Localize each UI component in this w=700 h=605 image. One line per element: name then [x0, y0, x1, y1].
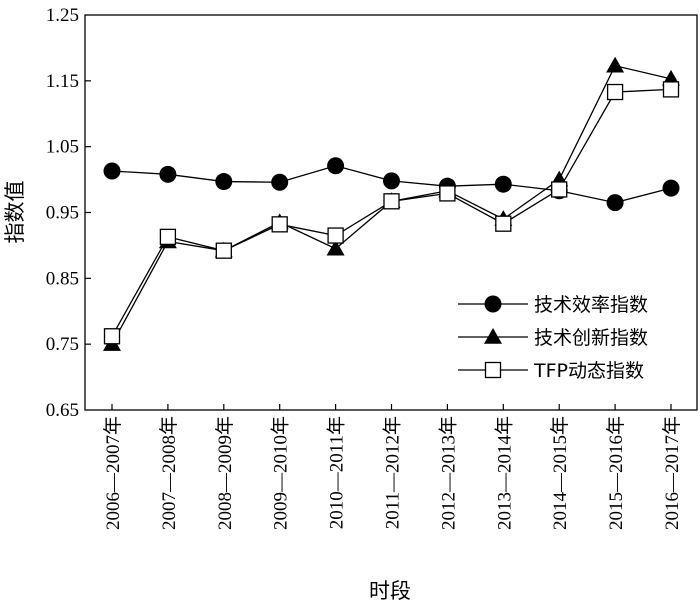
x-tick-label: 2012—2013年	[437, 416, 459, 530]
data-point-square	[484, 361, 502, 379]
data-point-square	[662, 81, 680, 98]
x-tick-label: 2007—2008年	[158, 416, 180, 530]
data-point-square	[327, 227, 344, 244]
data-point-circle	[662, 179, 680, 197]
data-point-circle	[271, 173, 289, 191]
x-tick-label: 2013—2014年	[493, 416, 515, 530]
data-point-circle	[383, 172, 400, 190]
data-point-circle	[327, 157, 345, 175]
y-tick-label: 0.75	[46, 334, 79, 355]
data-point-triangle	[606, 56, 625, 73]
legend-item: 技术创新指数	[458, 327, 648, 349]
x-tick-label: 2015—2016年	[605, 416, 627, 530]
y-tick-label: 1.15	[46, 71, 79, 92]
data-point-square	[383, 193, 400, 210]
y-tick-label: 0.65	[46, 400, 79, 421]
y-tick-label: 0.85	[46, 268, 79, 289]
y-axis: 0.65 0.75 0.85 0.95 1.05 1.15 1.25	[46, 5, 91, 421]
data-point-square	[551, 181, 568, 198]
x-tick-label: 2011—2012年	[382, 416, 404, 529]
y-tick-label: 1.05	[46, 137, 79, 158]
data-point-circle	[159, 165, 177, 183]
data-point-square	[271, 216, 288, 233]
y-tick-label: 1.25	[46, 5, 79, 26]
x-tick-label: 2016—2017年	[661, 416, 683, 530]
data-point-triangle	[484, 328, 502, 344]
data-point-square	[495, 215, 512, 232]
series-3	[103, 81, 680, 345]
legend-label: 技术创新指数	[534, 327, 648, 349]
data-point-circle	[484, 295, 502, 313]
data-point-circle	[215, 173, 233, 191]
x-tick-label: 2010—2011年	[326, 416, 348, 529]
data-point-circle	[103, 162, 121, 180]
y-tick-label: 0.95	[46, 203, 79, 224]
series-1	[103, 157, 680, 212]
data-point-square	[439, 185, 456, 202]
data-point-triangle	[326, 239, 345, 256]
x-tick-label: 2008—2009年	[214, 416, 236, 530]
data-point-circle	[494, 175, 512, 193]
y-axis-title: 指数值	[3, 181, 27, 244]
x-tick-label: 2006—2007年	[102, 416, 124, 530]
x-axis: 2006—2007年 2007—2008年 2008—2009年 2009—2010年…	[102, 404, 683, 530]
legend-label: TFP动态指数	[533, 360, 644, 382]
legend-item: TFP动态指数	[458, 360, 644, 382]
legend-label: 技术效率指数	[534, 294, 648, 316]
legend-item: 技术效率指数	[458, 294, 648, 316]
x-axis-title: 时段	[369, 579, 411, 603]
data-point-square	[103, 328, 121, 345]
data-point-circle	[606, 194, 624, 212]
x-tick-label: 2014—2015年	[549, 416, 571, 530]
x-tick-label: 2009—2010年	[270, 416, 292, 530]
data-point-square	[159, 228, 177, 246]
data-point-square	[606, 83, 624, 101]
series-layer	[103, 56, 680, 351]
data-point-square	[215, 242, 232, 259]
